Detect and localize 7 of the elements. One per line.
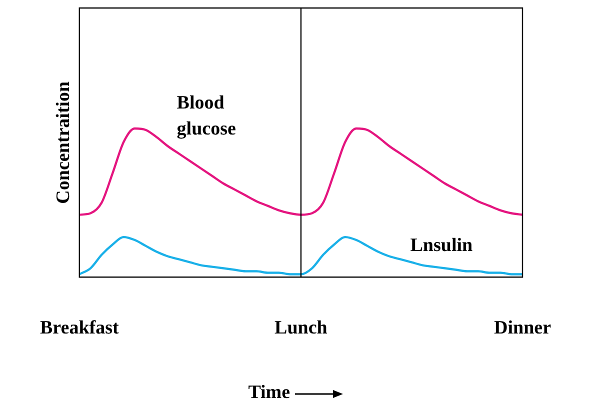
x-tick-label: Dinner (494, 318, 552, 339)
series-label: Lnsulin (410, 235, 474, 256)
x-axis-title: Time (248, 382, 290, 403)
series-label: Blood glucose (176, 92, 236, 140)
y-axis-title: Concentraition (52, 80, 74, 204)
x-tick-label: Breakfast (40, 318, 120, 339)
x-tick-label: Lunch (274, 318, 328, 339)
